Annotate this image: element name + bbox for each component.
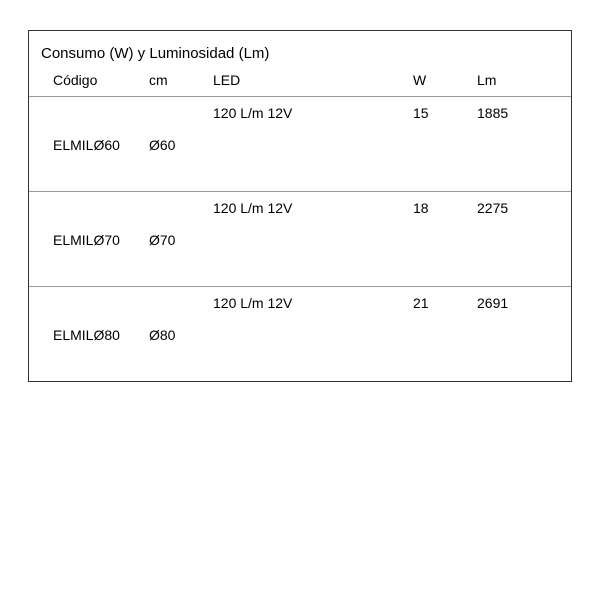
cell-led: 120 L/m 12V bbox=[213, 295, 413, 311]
row-top: 120 L/m 12V 21 2691 bbox=[29, 287, 571, 319]
row-spacer bbox=[29, 351, 571, 381]
cell-cm: Ø70 bbox=[149, 232, 213, 248]
cell-lm: 2275 bbox=[477, 200, 541, 216]
row-bottom: ELMILØ60 Ø60 bbox=[29, 129, 571, 161]
cell-w: 18 bbox=[413, 200, 477, 216]
cell-led: 120 L/m 12V bbox=[213, 105, 413, 121]
table-row: 120 L/m 12V 21 2691 ELMILØ80 Ø80 bbox=[29, 286, 571, 381]
table-title: Consumo (W) y Luminosidad (Lm) bbox=[29, 31, 571, 72]
row-top: 120 L/m 12V 15 1885 bbox=[29, 97, 571, 129]
cell-w: 21 bbox=[413, 295, 477, 311]
cell-lm: 1885 bbox=[477, 105, 541, 121]
cell-codigo: ELMILØ70 bbox=[41, 232, 149, 248]
cell-codigo: ELMILØ80 bbox=[41, 327, 149, 343]
cell-cm: Ø60 bbox=[149, 137, 213, 153]
row-bottom: ELMILØ80 Ø80 bbox=[29, 319, 571, 351]
row-spacer bbox=[29, 161, 571, 191]
cell-led: 120 L/m 12V bbox=[213, 200, 413, 216]
header-cm: cm bbox=[149, 72, 213, 88]
cell-lm: 2691 bbox=[477, 295, 541, 311]
cell-codigo: ELMILØ60 bbox=[41, 137, 149, 153]
cell-w: 15 bbox=[413, 105, 477, 121]
row-top: 120 L/m 12V 18 2275 bbox=[29, 192, 571, 224]
table-row: 120 L/m 12V 15 1885 ELMILØ60 Ø60 bbox=[29, 96, 571, 191]
header-led: LED bbox=[213, 72, 413, 88]
table-header-row: Código cm LED W Lm bbox=[29, 72, 571, 96]
row-spacer bbox=[29, 256, 571, 286]
cell-cm: Ø80 bbox=[149, 327, 213, 343]
table-container: Consumo (W) y Luminosidad (Lm) Código cm… bbox=[0, 0, 600, 412]
table-row: 120 L/m 12V 18 2275 ELMILØ70 Ø70 bbox=[29, 191, 571, 286]
header-lm: Lm bbox=[477, 72, 541, 88]
header-w: W bbox=[413, 72, 477, 88]
header-codigo: Código bbox=[41, 72, 149, 88]
spec-table: Consumo (W) y Luminosidad (Lm) Código cm… bbox=[28, 30, 572, 382]
row-bottom: ELMILØ70 Ø70 bbox=[29, 224, 571, 256]
